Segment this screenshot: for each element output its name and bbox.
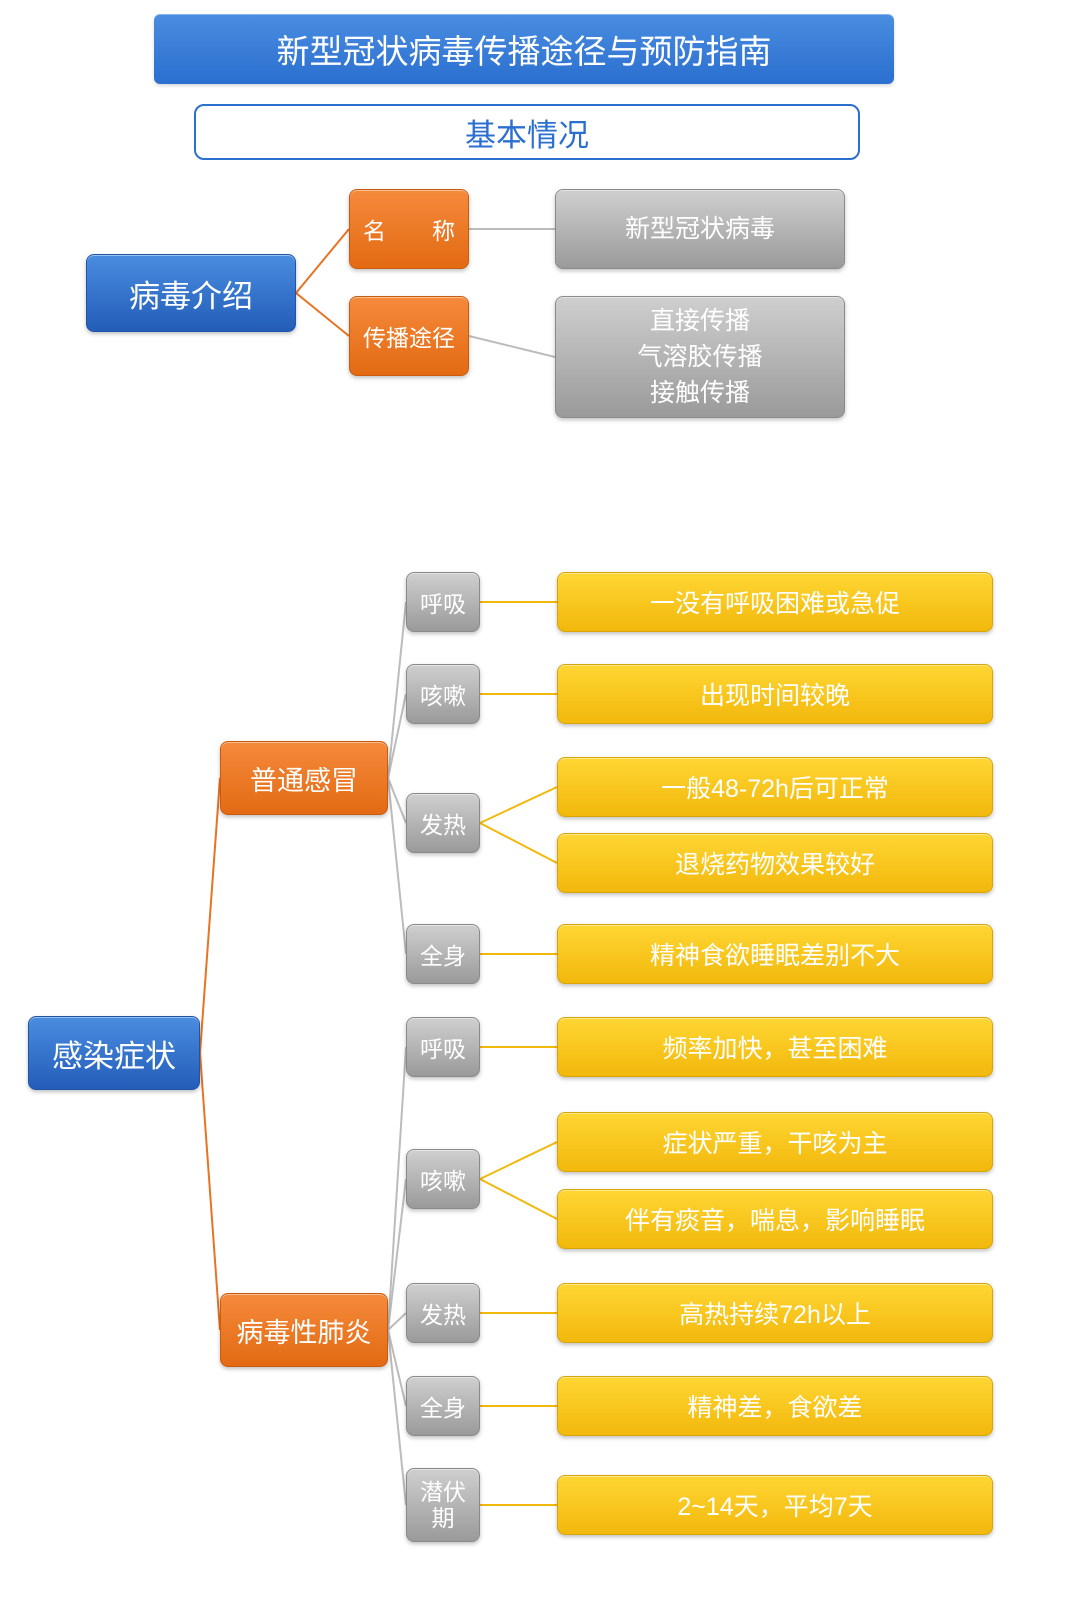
node-sym_cold: 普通感冒 — [220, 741, 388, 815]
node-cold_breath_d: 一没有呼吸困难或急促 — [557, 572, 993, 632]
node-intro_name_val: 新型冠状病毒 — [555, 189, 845, 269]
node-pneu_breath_d: 频率加快，甚至困难 — [557, 1017, 993, 1077]
edge-pneu_cough-pneu_cough_d2 — [480, 1179, 557, 1219]
edge-sym_cold-cold_body — [388, 778, 406, 954]
node-cold_fever_d1: 一般48-72h后可正常 — [557, 757, 993, 817]
edge-sym_pneu-pneu_incub — [388, 1330, 406, 1505]
edge-cold_fever-cold_fever_d2 — [480, 823, 557, 863]
edge-sym_pneu-pneu_fever — [388, 1313, 406, 1330]
node-pneu_fever_d: 高热持续72h以上 — [557, 1283, 993, 1343]
edge-cold_fever-cold_fever_d1 — [480, 787, 557, 823]
edge-sym_cold-cold_fever — [388, 778, 406, 823]
node-intro_root: 病毒介绍 — [86, 254, 296, 332]
node-line: 接触传播 — [650, 375, 750, 411]
edge-sym_pneu-pneu_cough — [388, 1179, 406, 1330]
page-title: 新型冠状病毒传播途径与预防指南 — [154, 14, 894, 84]
node-pneu_cough_d1: 症状严重，干咳为主 — [557, 1112, 993, 1172]
node-cold_fever_d2: 退烧药物效果较好 — [557, 833, 993, 893]
node-pneu_fever: 发热 — [406, 1283, 480, 1343]
node-cold_cough: 咳嗽 — [406, 664, 480, 724]
edge-sym_pneu-pneu_breath — [388, 1047, 406, 1330]
edge-pneu_cough-pneu_cough_d1 — [480, 1142, 557, 1179]
edge-intro_trans-intro_trans_val — [469, 336, 555, 357]
edge-sym_pneu-pneu_body — [388, 1330, 406, 1406]
edge-sym_cold-cold_breath — [388, 602, 406, 778]
node-cold_cough_d: 出现时间较晚 — [557, 664, 993, 724]
node-intro_trans_val: 直接传播气溶胶传播接触传播 — [555, 296, 845, 418]
node-pneu_body: 全身 — [406, 1376, 480, 1436]
edge-sym_cold-cold_cough — [388, 694, 406, 778]
node-cold_breath: 呼吸 — [406, 572, 480, 632]
section-heading: 基本情况 — [194, 104, 860, 160]
node-intro_trans: 传播途径 — [349, 296, 469, 376]
node-pneu_breath: 呼吸 — [406, 1017, 480, 1077]
node-pneu_cough_d2: 伴有痰音，喘息，影响睡眠 — [557, 1189, 993, 1249]
edge-sym_root-sym_cold — [200, 778, 220, 1053]
node-pneu_body_d: 精神差，食欲差 — [557, 1376, 993, 1436]
node-line: 直接传播 — [650, 303, 750, 339]
node-pneu_cough: 咳嗽 — [406, 1149, 480, 1209]
node-pneu_incub: 潜伏期 — [406, 1468, 480, 1542]
node-cold_body: 全身 — [406, 924, 480, 984]
edge-intro_root-intro_name — [296, 229, 349, 293]
node-line: 气溶胶传播 — [637, 339, 762, 375]
edge-sym_root-sym_pneu — [200, 1053, 220, 1330]
node-cold_body_d: 精神食欲睡眠差别不大 — [557, 924, 993, 984]
node-sym_root: 感染症状 — [28, 1016, 200, 1090]
node-pneu_incub_d: 2~14天，平均7天 — [557, 1475, 993, 1535]
node-cold_fever: 发热 — [406, 793, 480, 853]
node-intro_name: 名 称 — [349, 189, 469, 269]
edge-intro_root-intro_trans — [296, 293, 349, 336]
node-sym_pneu: 病毒性肺炎 — [220, 1293, 388, 1367]
